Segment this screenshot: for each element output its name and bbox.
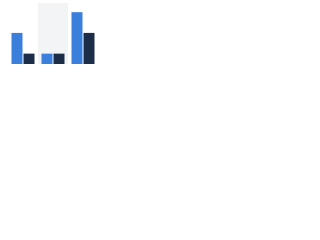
bar bbox=[41, 53, 53, 64]
bar bbox=[83, 32, 95, 64]
bar bbox=[53, 53, 65, 64]
bar bbox=[11, 32, 23, 64]
bar bbox=[71, 12, 83, 65]
bar bbox=[23, 53, 35, 64]
chart bbox=[11, 3, 95, 65]
